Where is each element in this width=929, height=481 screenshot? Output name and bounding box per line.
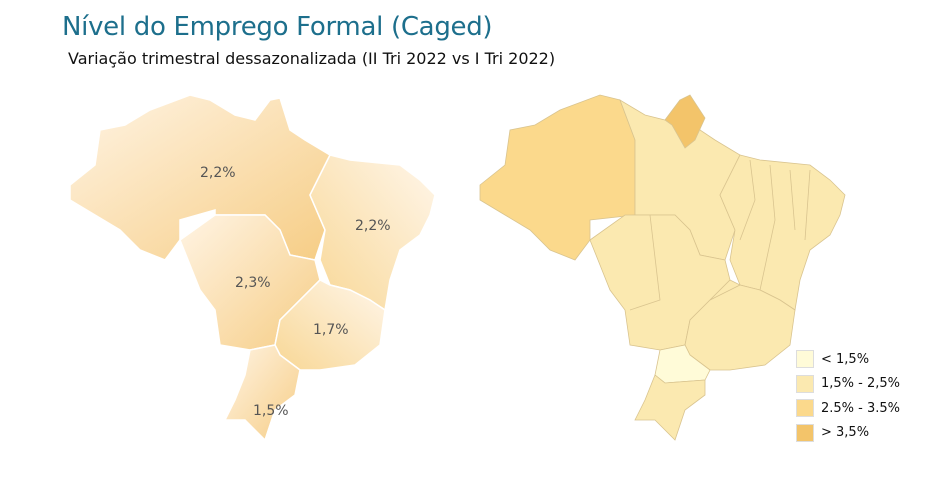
legend-item: < 1,5% bbox=[796, 347, 900, 372]
legend-label: 2.5% - 3.5% bbox=[821, 400, 901, 416]
legend-swatch bbox=[796, 399, 814, 418]
legend-label: > 3,5% bbox=[821, 425, 870, 441]
legend-label: 1,5% - 2,5% bbox=[821, 376, 901, 392]
value-centro-oeste: 2,3% bbox=[235, 275, 271, 291]
legend-swatch bbox=[796, 374, 814, 393]
legend-label: < 1,5% bbox=[821, 351, 870, 367]
south-states bbox=[634, 374, 706, 441]
value-sul: 1,5% bbox=[253, 403, 289, 419]
legend-swatch bbox=[796, 350, 814, 369]
region-nordeste-states bbox=[719, 154, 846, 311]
legend: < 1,5% 1,5% - 2,5% 2.5% - 3.5% > 3,5% bbox=[796, 347, 900, 445]
state-map bbox=[479, 94, 846, 441]
legend-item: 1,5% - 2,5% bbox=[796, 372, 900, 397]
regional-map bbox=[69, 94, 436, 442]
legend-swatch bbox=[796, 423, 814, 442]
legend-item: 2.5% - 3.5% bbox=[796, 396, 900, 421]
region-sul bbox=[223, 344, 301, 442]
value-nordeste: 2,2% bbox=[355, 218, 391, 234]
value-norte: 2,2% bbox=[200, 165, 236, 181]
value-sudeste: 1,7% bbox=[313, 322, 349, 338]
state-amapa bbox=[664, 94, 706, 149]
legend-item: > 3,5% bbox=[796, 421, 900, 446]
region-nordeste bbox=[309, 154, 436, 312]
page-title: Nível do Emprego Formal (Caged) bbox=[62, 12, 493, 42]
page-subtitle: Variação trimestral dessazonalizada (II … bbox=[68, 49, 556, 68]
